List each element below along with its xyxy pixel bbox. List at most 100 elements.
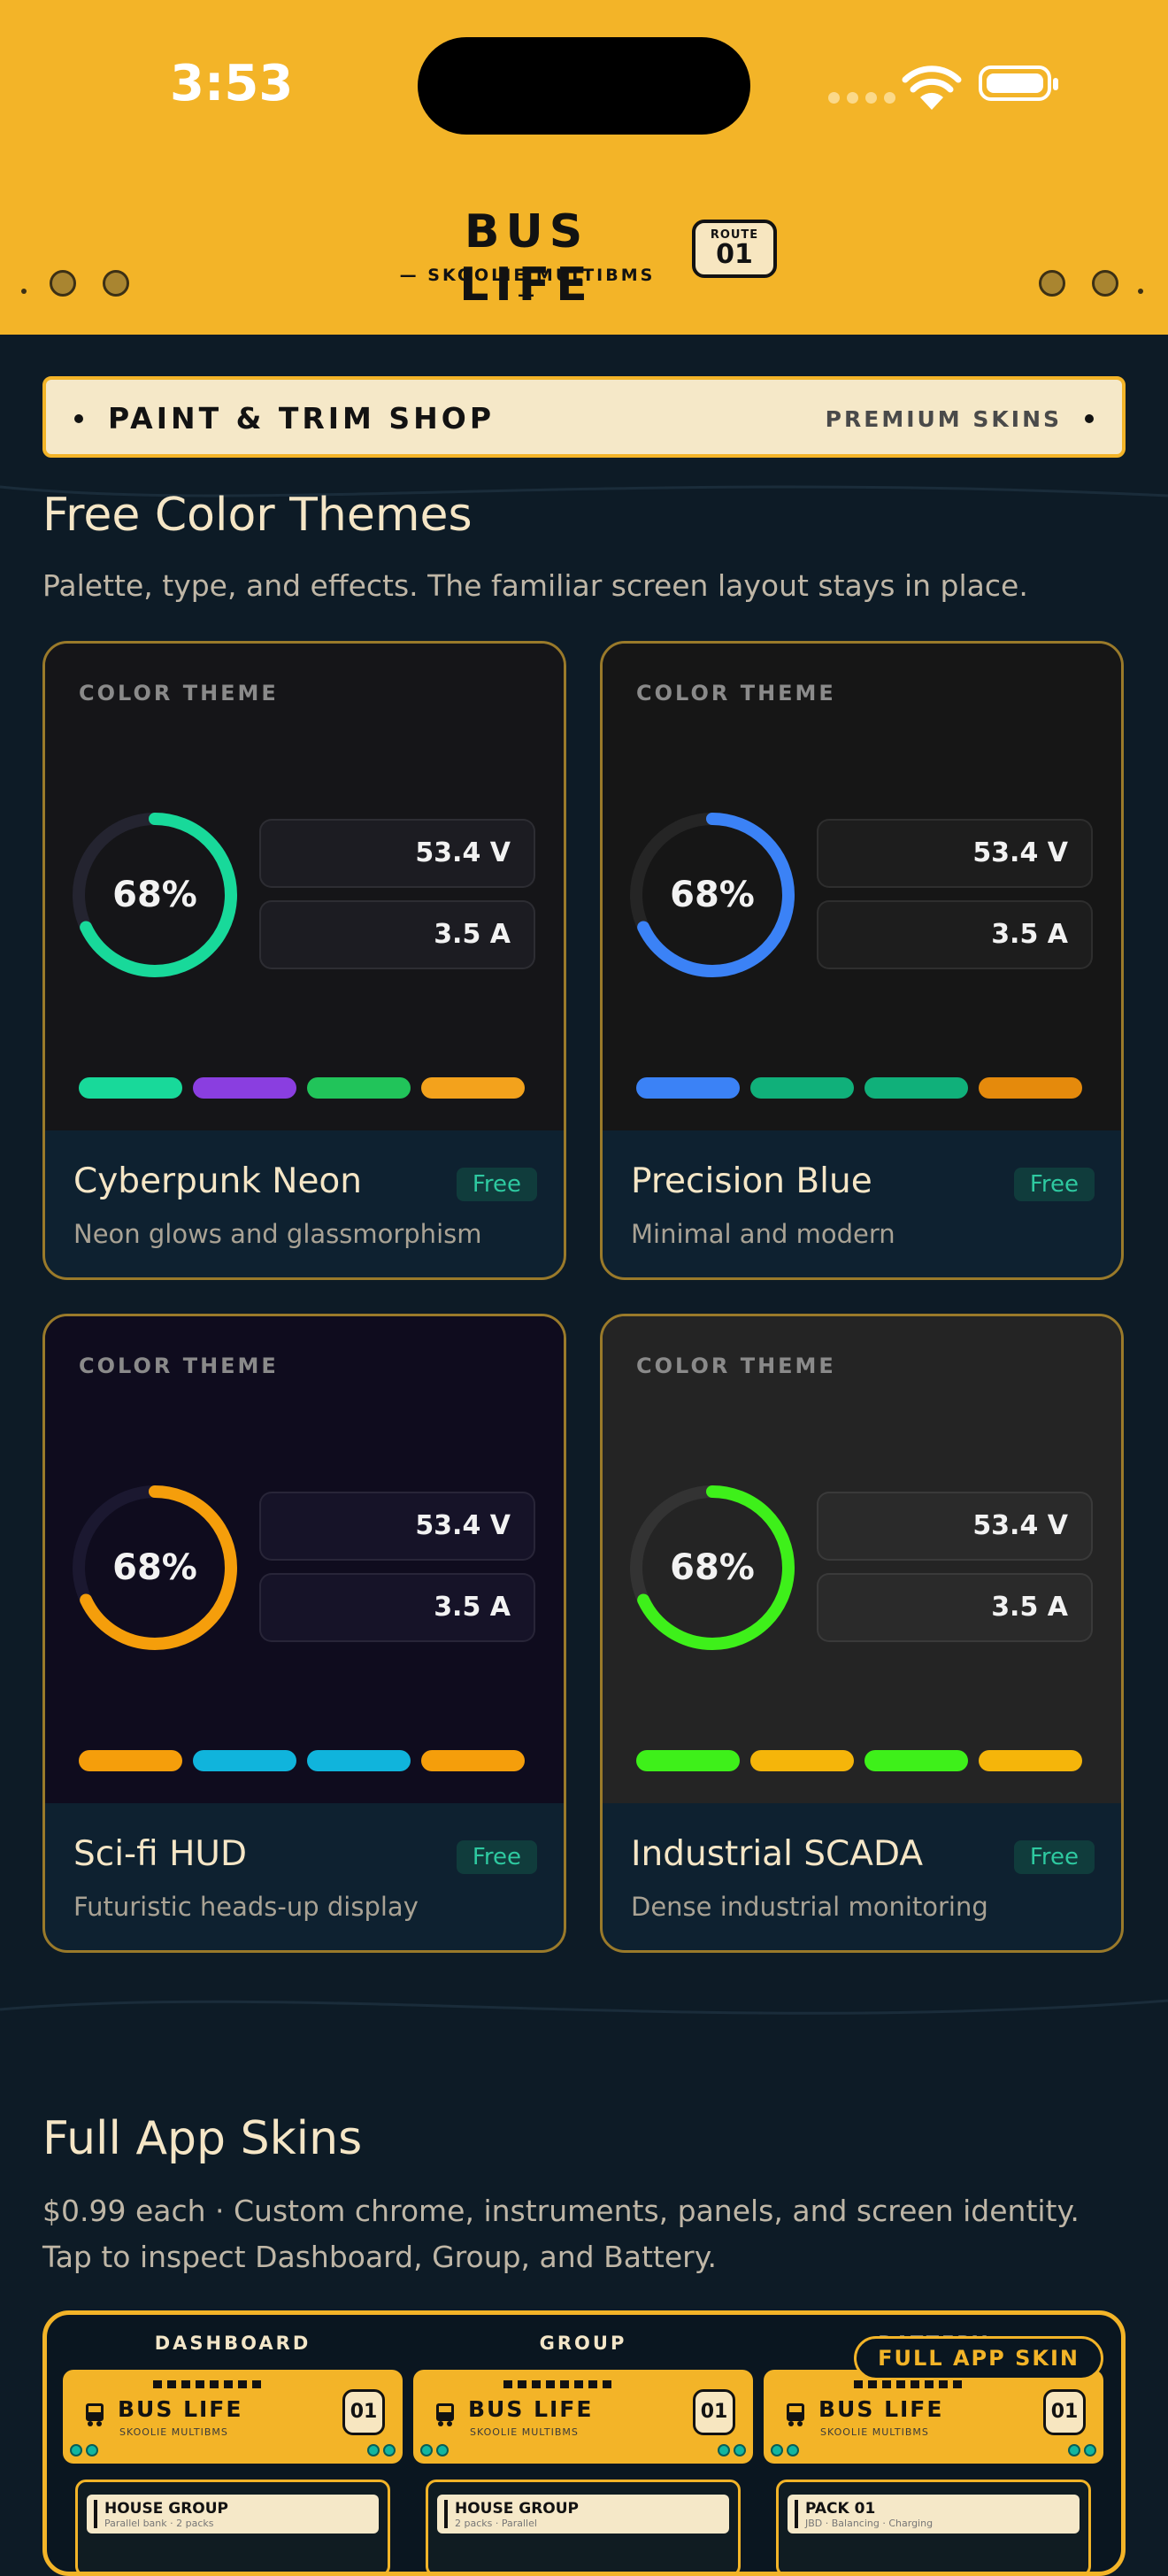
theme-card[interactable]: COLOR THEME 68% 53.4 V 3.5 A Cyberpunk N… (42, 641, 566, 1280)
palette-swatches (79, 1750, 525, 1771)
soc-percent: 68% (112, 875, 197, 915)
mini-rivet (771, 2444, 783, 2456)
free-badge: Free (1013, 1840, 1095, 1874)
route-number: 01 (716, 239, 753, 270)
free-badge: Free (1013, 1168, 1095, 1201)
route-label: ROUTE (710, 228, 759, 242)
soc-gauge (73, 813, 237, 977)
skin-screen-label: GROUP (539, 2333, 627, 2354)
mini-app-title: BUS LIFE (818, 2396, 944, 2422)
mini-group-card: HOUSE GROUP 2 packs · Parallel (426, 2480, 741, 2572)
palette-swatches (79, 1077, 525, 1099)
mini-header: BUS LIFE SKOOLIE MULTIBMS 01 (413, 2370, 753, 2464)
palette-swatches (636, 1077, 1082, 1099)
dynamic-island (418, 37, 750, 135)
mini-dashes (854, 2380, 962, 2388)
mini-header: BUS LIFE SKOOLIE MULTIBMS 01 (764, 2370, 1103, 2464)
current-readout: 3.5 A (817, 900, 1093, 969)
voltage-readout: 53.4 V (817, 819, 1093, 888)
current-readout: 3.5 A (259, 900, 535, 969)
app-title: BUS LIFE (459, 205, 594, 312)
mini-rivet (1068, 2444, 1080, 2456)
wifi-icon (902, 66, 962, 110)
mini-app-title: BUS LIFE (118, 2396, 243, 2422)
soc-percent: 68% (670, 1547, 755, 1588)
bus-icon (86, 2403, 104, 2426)
theme-name: Cyberpunk Neon (73, 1161, 363, 1201)
palette-swatch (750, 1750, 854, 1771)
bus-icon (787, 2403, 804, 2426)
mini-card-title: HOUSE GROUP (104, 2500, 229, 2518)
theme-name: Precision Blue (631, 1161, 872, 1201)
theme-name: Sci-fi HUD (73, 1834, 247, 1874)
mini-rivet (787, 2444, 799, 2456)
rivet (50, 270, 76, 297)
mini-card-subtitle: JBD · Balancing · Charging (805, 2518, 934, 2529)
rivet (1092, 270, 1118, 297)
theme-card[interactable]: COLOR THEME 68% 53.4 V 3.5 A Precision B… (600, 641, 1124, 1280)
mini-dashes (503, 2380, 611, 2388)
palette-swatch (750, 1077, 854, 1099)
palette-swatch (193, 1077, 296, 1099)
mini-rivet (718, 2444, 730, 2456)
app-header: 3:53 BUS LIFE — SKOOLIE MULTIBMS — ROUTE… (0, 0, 1168, 335)
free-themes-description: Palette, type, and effects. The familiar… (42, 568, 1028, 603)
mini-card-title: HOUSE GROUP (455, 2500, 580, 2518)
premium-skins-label: PREMIUM SKINS (825, 406, 1062, 432)
free-badge: Free (456, 1840, 537, 1874)
mini-rivet (1084, 2444, 1096, 2456)
mini-card-subtitle: Parallel bank · 2 packs (104, 2518, 214, 2529)
rivet-small (21, 289, 27, 294)
rivet (1039, 270, 1065, 297)
theme-description: Neon glows and glassmorphism (73, 1219, 482, 1249)
mini-rivet (86, 2444, 98, 2456)
mini-rivet (436, 2444, 449, 2456)
theme-preview: COLOR THEME 68% 53.4 V 3.5 A (603, 1316, 1121, 1803)
mini-card-header: HOUSE GROUP Parallel bank · 2 packs (87, 2495, 379, 2534)
theme-card[interactable]: COLOR THEME 68% 53.4 V 3.5 A Industrial … (600, 1314, 1124, 1953)
soc-percent: 68% (670, 875, 755, 915)
theme-description: Dense industrial monitoring (631, 1892, 988, 1922)
theme-name: Industrial SCADA (631, 1834, 923, 1874)
mini-app-subtitle: SKOOLIE MULTIBMS (470, 2426, 579, 2438)
theme-preview: COLOR THEME 68% 53.4 V 3.5 A (45, 644, 564, 1130)
theme-card[interactable]: COLOR THEME 68% 53.4 V 3.5 A Sci-fi HUD … (42, 1314, 566, 1953)
theme-preview: COLOR THEME 68% 53.4 V 3.5 A (45, 1316, 564, 1803)
palette-swatch (79, 1750, 182, 1771)
soc-gauge (630, 813, 795, 977)
free-themes-title: Free Color Themes (42, 489, 473, 542)
theme-description: Futuristic heads-up display (73, 1892, 419, 1922)
preview-label: COLOR THEME (79, 681, 279, 706)
mini-route-badge: 01 (342, 2389, 385, 2435)
banner-dot (1085, 414, 1094, 423)
shop-banner: PAINT & TRIM SHOP PREMIUM SKINS (42, 376, 1126, 458)
palette-swatches (636, 1750, 1082, 1771)
voltage-readout: 53.4 V (817, 1492, 1093, 1561)
theme-description: Minimal and modern (631, 1219, 895, 1249)
mini-card-header: HOUSE GROUP 2 packs · Parallel (437, 2495, 729, 2534)
soc-percent: 68% (112, 1547, 197, 1588)
palette-swatch (79, 1077, 182, 1099)
battery-icon (979, 66, 1058, 101)
route-badge: ROUTE 01 (692, 220, 777, 278)
mini-rivet (70, 2444, 82, 2456)
mini-card-subtitle: 2 packs · Parallel (455, 2518, 537, 2529)
palette-swatch (636, 1750, 740, 1771)
app-subtitle: — SKOOLIE MULTIBMS — (399, 266, 656, 305)
preview-label: COLOR THEME (636, 681, 836, 706)
preview-label: COLOR THEME (79, 1354, 279, 1378)
mini-group-card: PACK 01 JBD · Balancing · Charging (776, 2480, 1091, 2572)
palette-swatch (307, 1077, 411, 1099)
banner-dot (74, 414, 83, 423)
rivet (103, 270, 129, 297)
palette-swatch (864, 1077, 968, 1099)
background-wave (0, 1999, 1168, 2015)
bus-icon (436, 2403, 454, 2426)
mini-rivet (383, 2444, 396, 2456)
palette-swatch (193, 1750, 296, 1771)
mini-group-card: HOUSE GROUP Parallel bank · 2 packs (75, 2480, 390, 2572)
shop-title: PAINT & TRIM SHOP (108, 401, 496, 436)
mini-card-title: PACK 01 (805, 2500, 876, 2518)
full-app-skin-preview[interactable]: DASHBOARD BUS LIFE SKOOLIE MULTIBMS 01 H… (42, 2310, 1126, 2576)
mini-rivet (367, 2444, 380, 2456)
